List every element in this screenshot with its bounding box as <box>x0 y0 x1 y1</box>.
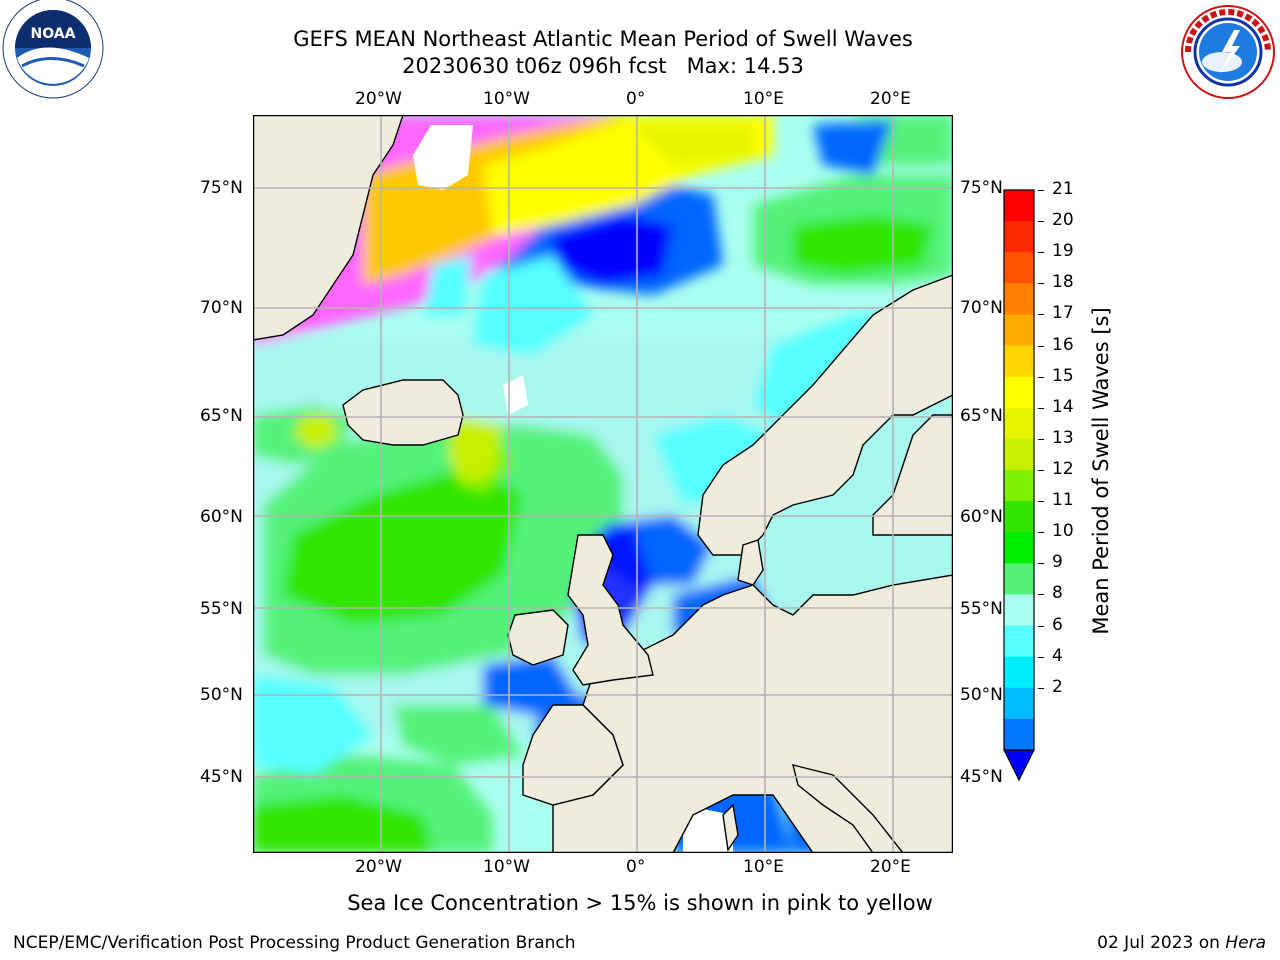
colorbar-label-wrap: Mean Period of Swell Waves [s] <box>1086 186 1116 656</box>
lon-label-top-20e: 20°E <box>870 89 911 109</box>
colorbar-tick-mark <box>1038 221 1044 223</box>
colorbar-extend-arrow <box>1003 749 1035 782</box>
chart-subtitle: 20230630 t06z 096h fcst Max: 14.53 <box>402 54 804 78</box>
colorbar-segment <box>1004 252 1034 284</box>
lat-label-right-60n: 60°N <box>960 507 1003 527</box>
colorbar-tick-label: 15 <box>1052 365 1074 386</box>
lat-label-right-75n: 75°N <box>960 178 1003 198</box>
colorbar-segment <box>1004 594 1034 627</box>
lon-label-bottom-10e: 10°E <box>743 857 784 877</box>
colorbar-tick-mark <box>1038 438 1044 440</box>
graticule <box>253 115 953 853</box>
footer-left: NCEP/EMC/Verification Post Processing Pr… <box>13 933 576 953</box>
colorbar-segment <box>1004 532 1034 564</box>
lon-label-bottom-20w: 20°W <box>355 857 402 877</box>
colorbar-tick-label: 8 <box>1052 583 1063 604</box>
nws-logo <box>1176 0 1280 100</box>
colorbar-tick-mark <box>1038 190 1044 191</box>
colorbar-tick-mark <box>1038 283 1044 285</box>
lon-label-top-0: 0° <box>626 89 646 109</box>
lat-label-left-45n: 45°N <box>200 767 243 787</box>
lat-label-left-60n: 60°N <box>200 507 243 527</box>
colorbar-segment <box>1004 563 1034 595</box>
colorbar-tick-mark <box>1038 501 1044 503</box>
colorbar-tick-label: 6 <box>1052 614 1063 635</box>
colorbar-segment <box>1004 221 1034 253</box>
colorbar-tick-mark <box>1038 532 1044 534</box>
colorbar-tick-mark <box>1038 563 1044 565</box>
colorbar-tick-label: 13 <box>1052 427 1074 448</box>
colorbar-tick-label: 18 <box>1052 272 1074 293</box>
colorbar-tick-label: 10 <box>1052 521 1074 542</box>
lat-label-right-65n: 65°N <box>960 406 1003 426</box>
colorbar-svg <box>1003 189 1035 782</box>
colorbar-tick-mark <box>1038 345 1044 347</box>
colorbar-tick-label: 16 <box>1052 334 1074 355</box>
lat-label-right-55n: 55°N <box>960 599 1003 619</box>
lat-label-right-50n: 50°N <box>960 685 1003 705</box>
noaa-logo: NOAA <box>0 0 106 100</box>
lon-label-top-10e: 10°E <box>743 89 784 109</box>
lat-label-left-65n: 65°N <box>200 406 243 426</box>
chart-title: GEFS MEAN Northeast Atlantic Mean Period… <box>293 27 913 51</box>
colorbar-segment <box>1004 470 1034 502</box>
colorbar-tick-mark <box>1038 314 1044 316</box>
colorbar-segment <box>1004 283 1034 315</box>
colorbar-tick-label: 9 <box>1052 552 1063 573</box>
colorbar-tick-label: 2 <box>1052 676 1063 697</box>
lon-label-bottom-10w: 10°W <box>483 857 530 877</box>
colorbar-tick-mark <box>1038 407 1044 409</box>
lon-label-top-20w: 20°W <box>355 89 402 109</box>
colorbar-tick-label: 21 <box>1052 179 1074 199</box>
colorbar-tick-mark <box>1038 687 1044 689</box>
lat-label-right-45n: 45°N <box>960 767 1003 787</box>
colorbar-tick-mark <box>1038 376 1044 378</box>
colorbar-tick-label: 14 <box>1052 396 1074 417</box>
colorbar-tick-mark <box>1038 656 1044 658</box>
lon-label-top-10w: 10°W <box>483 89 530 109</box>
colorbar-segment <box>1004 314 1034 347</box>
colorbar-tick-label: 4 <box>1052 645 1063 666</box>
colorbar-label: Mean Period of Swell Waves [s] <box>1089 307 1113 635</box>
colorbar-tick-mark <box>1038 625 1044 627</box>
colorbar-segment <box>1004 190 1034 222</box>
footer-date: 02 Jul 2023 on <box>1097 933 1226 953</box>
colorbar-segment <box>1004 345 1034 378</box>
colorbar-tick-label: 17 <box>1052 303 1074 324</box>
colorbar-ticks: 21 20 19 18 17 16 15 14 13 12 11 10 9 8 6 4 2 <box>1038 0 1086 960</box>
colorbar-tick-mark <box>1038 594 1044 596</box>
lon-label-bottom-20e: 20°E <box>870 857 911 877</box>
svg-text:NOAA: NOAA <box>31 26 76 42</box>
footer-host: Hera <box>1225 933 1266 953</box>
colorbar-tick-label: 20 <box>1052 210 1074 231</box>
colorbar-segment <box>1004 656 1034 689</box>
colorbar-tick-label: 12 <box>1052 459 1074 479</box>
colorbar-tick-label: 11 <box>1052 490 1074 511</box>
colorbar-segment <box>1004 407 1034 440</box>
land-layer <box>253 115 953 853</box>
colorbar-segment <box>1004 625 1034 658</box>
lat-label-left-75n: 75°N <box>200 178 243 198</box>
colorbar-segment <box>1004 438 1034 471</box>
colorbar-tick-mark <box>1038 252 1044 254</box>
lat-label-right-70n: 70°N <box>960 298 1003 318</box>
lon-label-bottom-0: 0° <box>626 857 646 877</box>
colorbar-tick-label: 19 <box>1052 241 1074 262</box>
map-svg <box>252 114 954 854</box>
lat-label-left-55n: 55°N <box>200 599 243 619</box>
footer-right: 02 Jul 2023 on Hera <box>1097 933 1266 953</box>
colorbar-segment <box>1004 376 1034 409</box>
colorbar-segment <box>1004 718 1034 751</box>
colorbar-outline <box>1003 189 1035 751</box>
map-frame <box>252 114 954 854</box>
colorbar-segment <box>1004 687 1034 720</box>
colorbar <box>1000 186 1040 786</box>
lat-label-left-50n: 50°N <box>200 685 243 705</box>
lat-label-left-70n: 70°N <box>200 298 243 318</box>
colorbar-tick-mark <box>1038 470 1044 471</box>
sea-ice-caption: Sea Ice Concentration > 15% is shown in … <box>347 891 933 915</box>
colorbar-segment <box>1004 501 1034 533</box>
